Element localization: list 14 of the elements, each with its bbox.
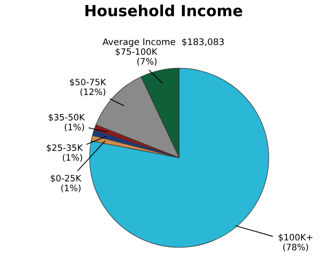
chart-subtitle: Average Income $183,083 xyxy=(102,38,224,47)
slice-label: $100K+ xyxy=(278,234,312,242)
data-label: (78%) xyxy=(283,244,308,252)
data-label: (12%) xyxy=(80,88,106,96)
data-label: (1%) xyxy=(61,184,81,192)
slice-label: $35-50K xyxy=(48,114,85,122)
data-label: (7%) xyxy=(137,58,157,66)
slice-label: $50-75K xyxy=(70,78,106,86)
slice-label: $25-35K xyxy=(46,144,84,152)
slice-label: $75-100K xyxy=(116,48,158,56)
chart-title: Household Income xyxy=(85,4,242,16)
slice-label: $0-25K xyxy=(50,174,82,183)
data-label: (1%) xyxy=(64,124,84,132)
data-label: (1%) xyxy=(62,154,82,162)
